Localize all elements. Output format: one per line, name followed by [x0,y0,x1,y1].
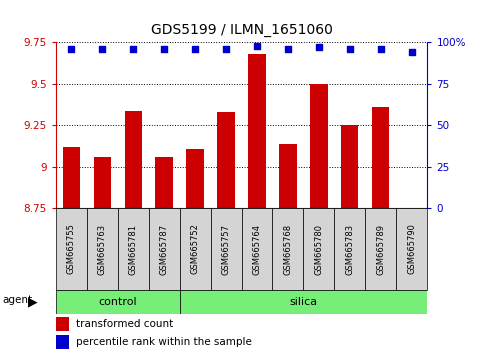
Bar [186,149,203,209]
Text: GSM665755: GSM665755 [67,224,75,274]
Point [377,46,385,52]
Bar [180,290,427,314]
Text: GSM665783: GSM665783 [345,223,355,275]
Text: transformed count: transformed count [76,319,173,329]
Text: GSM665764: GSM665764 [253,223,261,275]
Bar [334,209,366,290]
Bar [366,209,397,290]
Text: agent: agent [2,295,32,305]
Point [253,43,261,48]
Point [191,46,199,52]
Bar [311,84,327,209]
Bar [242,209,272,290]
Bar [56,290,180,314]
Bar [280,144,297,209]
Text: GSM665781: GSM665781 [128,223,138,275]
Bar [272,209,303,290]
Text: GDS5199 / ILMN_1651060: GDS5199 / ILMN_1651060 [151,23,332,37]
Bar [211,209,242,290]
Bar [56,335,69,349]
Point [284,46,292,52]
Text: GSM665763: GSM665763 [98,223,107,275]
Bar [180,209,211,290]
Text: control: control [98,297,137,307]
Point [67,46,75,52]
Bar [56,209,86,290]
Bar [94,157,111,209]
Point [160,46,168,52]
Bar [156,157,172,209]
Bar [248,54,266,209]
Point [98,46,106,52]
Text: GSM665780: GSM665780 [314,223,324,275]
Text: GSM665790: GSM665790 [408,224,416,274]
Bar [125,110,142,209]
Text: ▶: ▶ [28,295,38,308]
Text: silica: silica [289,297,317,307]
Bar [303,209,334,290]
Text: GSM665757: GSM665757 [222,223,230,275]
Point [129,46,137,52]
Point [222,46,230,52]
Text: GSM665789: GSM665789 [376,223,385,275]
Bar [341,125,358,209]
Bar [56,317,69,331]
Point [315,45,323,50]
Bar [86,209,117,290]
Bar [217,112,235,209]
Point [346,46,354,52]
Bar [372,107,389,209]
Point [408,50,416,55]
Text: GSM665752: GSM665752 [190,224,199,274]
Bar [149,209,180,290]
Text: GSM665768: GSM665768 [284,223,293,275]
Text: percentile rank within the sample: percentile rank within the sample [76,337,252,347]
Text: GSM665787: GSM665787 [159,223,169,275]
Bar [117,209,149,290]
Bar [397,209,427,290]
Bar [62,147,80,209]
